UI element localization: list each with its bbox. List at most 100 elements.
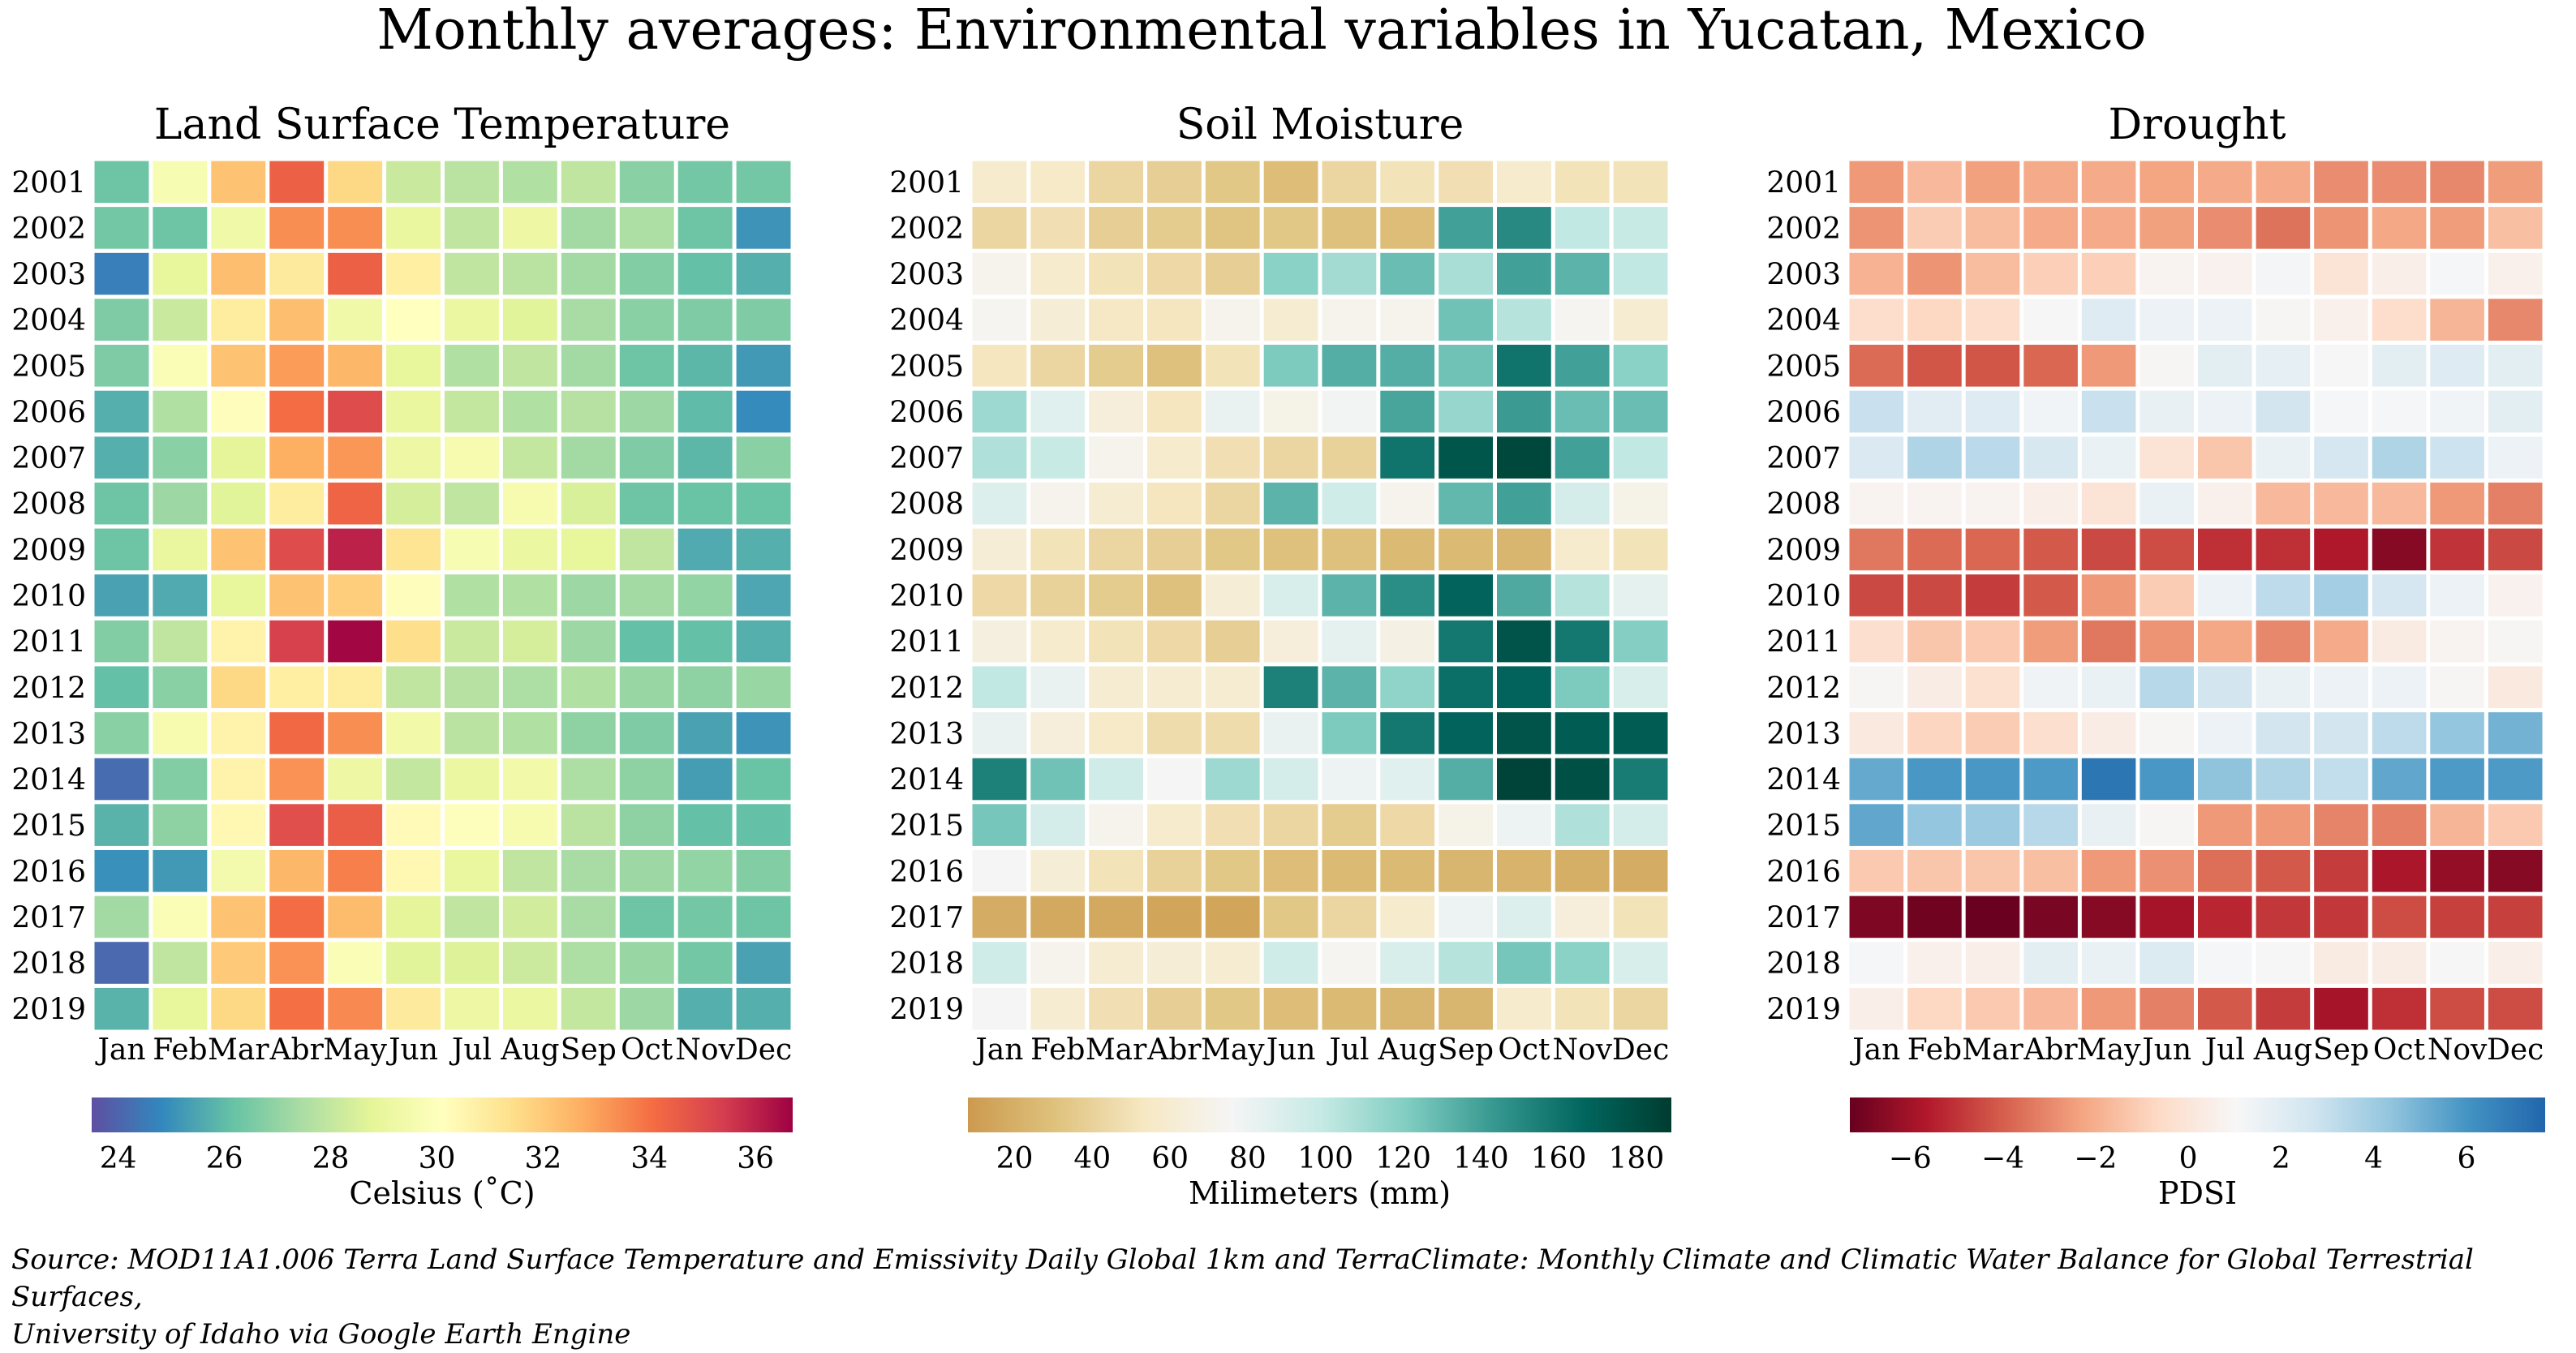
heatmap-cell xyxy=(619,758,674,801)
heatmap-cell xyxy=(1089,574,1143,616)
heatmap-cell xyxy=(1849,850,1904,892)
heatmap-cell xyxy=(386,804,441,846)
heatmap-cell xyxy=(1380,161,1435,204)
heatmap-cell xyxy=(1263,712,1318,754)
heatmap-cell xyxy=(2314,299,2368,341)
heatmap-cell xyxy=(445,252,499,295)
heatmap-cell xyxy=(1380,987,1435,1030)
heatmap-cell xyxy=(211,299,266,341)
heatmap-cell xyxy=(445,207,499,249)
colorbar-tick-label: 24 xyxy=(100,1142,137,1175)
heatmap-cell xyxy=(1497,896,1551,939)
x-tick-label: Jan xyxy=(94,1033,145,1067)
heatmap-cell xyxy=(2372,987,2427,1030)
heatmap-cell xyxy=(94,758,149,801)
heatmap-cell xyxy=(153,758,208,801)
heatmap-cell xyxy=(269,896,325,939)
figure: Monthly averages: Environmental variable… xyxy=(11,0,2545,1211)
heatmap-cell xyxy=(1907,987,1962,1030)
heatmap-cell xyxy=(619,161,674,204)
heatmap-cell xyxy=(2314,207,2368,249)
heatmap-cell xyxy=(269,574,325,616)
heatmap-cell xyxy=(1205,345,1260,387)
x-tick-label: May xyxy=(2077,1033,2141,1067)
heatmap-cell xyxy=(677,712,733,754)
heatmap-cell xyxy=(328,574,383,616)
heatmap-cell xyxy=(972,390,1027,433)
heatmap-cell xyxy=(153,896,208,939)
heatmap-cell xyxy=(2314,620,2368,663)
heatmap-cell xyxy=(2139,896,2194,939)
heatmap-cell xyxy=(1439,390,1493,433)
heatmap-cell xyxy=(269,345,325,387)
heatmap-cell xyxy=(386,666,441,708)
heatmap-cell xyxy=(2372,666,2427,708)
heatmap-cell xyxy=(1555,299,1610,341)
heatmap-cell xyxy=(2372,207,2427,249)
x-tick-label: Dec xyxy=(1612,1033,1669,1067)
heatmap-cell xyxy=(1497,299,1551,341)
heatmap-cell xyxy=(2198,161,2252,204)
source-line: University of Idaho via Google Earth Eng… xyxy=(11,1318,631,1351)
colorbar-ticks: −6 −4 −2 0 2 4 6 xyxy=(1889,1142,2476,1175)
heatmap-cell xyxy=(1322,252,1377,295)
heatmap-cell xyxy=(2488,712,2543,754)
colorbar-tick-label: 26 xyxy=(206,1142,243,1175)
heatmap-cell xyxy=(386,482,441,525)
heatmap-cell xyxy=(1965,390,2020,433)
heatmap-cell xyxy=(2023,666,2078,708)
heatmap-cell xyxy=(736,574,791,616)
heatmap-cell xyxy=(1263,666,1318,708)
heatmap-cell xyxy=(1497,436,1551,479)
heatmap-cell xyxy=(736,712,791,754)
heatmap-cell xyxy=(2198,390,2252,433)
heatmap-cell xyxy=(561,804,616,846)
heatmap-cell xyxy=(1322,987,1377,1030)
heatmap-cell xyxy=(1613,390,1668,433)
heatmap-cell xyxy=(736,436,791,479)
y-tick-label: 2011 xyxy=(11,626,86,659)
heatmap-cell xyxy=(1965,620,2020,663)
heatmap-cell xyxy=(677,896,733,939)
heatmap-cell xyxy=(2314,574,2368,616)
heatmap-cell xyxy=(1555,252,1610,295)
y-tick-label: 2002 xyxy=(11,213,86,246)
heatmap-cell xyxy=(1907,712,1962,754)
heatmap-cell xyxy=(94,942,149,984)
heatmap-cell xyxy=(328,528,383,571)
y-tick-label: 2005 xyxy=(1766,350,1841,384)
heatmap-cell xyxy=(502,390,557,433)
heatmap-cell xyxy=(1439,161,1493,204)
colorbar-tick-label: 160 xyxy=(1531,1142,1587,1175)
heatmap-cell xyxy=(1322,620,1377,663)
heatmap-cell xyxy=(2256,987,2311,1030)
heatmap-cell xyxy=(328,436,383,479)
heatmap-cell xyxy=(1089,942,1143,984)
heatmap-cell xyxy=(94,712,149,754)
x-tick-label: Jul xyxy=(449,1033,492,1067)
y-tick-label: 2006 xyxy=(11,397,86,430)
heatmap-cell xyxy=(2488,574,2543,616)
heatmap-cell xyxy=(2372,252,2427,295)
heatmap-cell xyxy=(2198,252,2252,295)
heatmap-cell xyxy=(328,299,383,341)
heatmap-cell xyxy=(94,345,149,387)
heatmap-cell xyxy=(386,620,441,663)
colorbar-tick-label: −4 xyxy=(1981,1142,2024,1175)
heatmap-cell xyxy=(2256,896,2311,939)
heatmap-cell xyxy=(502,161,557,204)
colorbar-tick-label: 6 xyxy=(2457,1142,2475,1175)
heatmap-cell xyxy=(1849,896,1904,939)
heatmap-cell xyxy=(1263,436,1318,479)
heatmap-cell xyxy=(445,896,499,939)
y-tick-label: 2006 xyxy=(889,397,964,430)
heatmap-cell xyxy=(153,252,208,295)
y-tick-label: 2012 xyxy=(889,672,964,705)
colorbar xyxy=(92,1097,793,1132)
heatmap-cell xyxy=(2314,666,2368,708)
heatmap-cell xyxy=(502,850,557,892)
heatmap-cell xyxy=(2139,758,2194,801)
y-tick-label: 2019 xyxy=(1766,994,1841,1027)
heatmap-cell xyxy=(1555,482,1610,525)
heatmap-cell xyxy=(502,620,557,663)
